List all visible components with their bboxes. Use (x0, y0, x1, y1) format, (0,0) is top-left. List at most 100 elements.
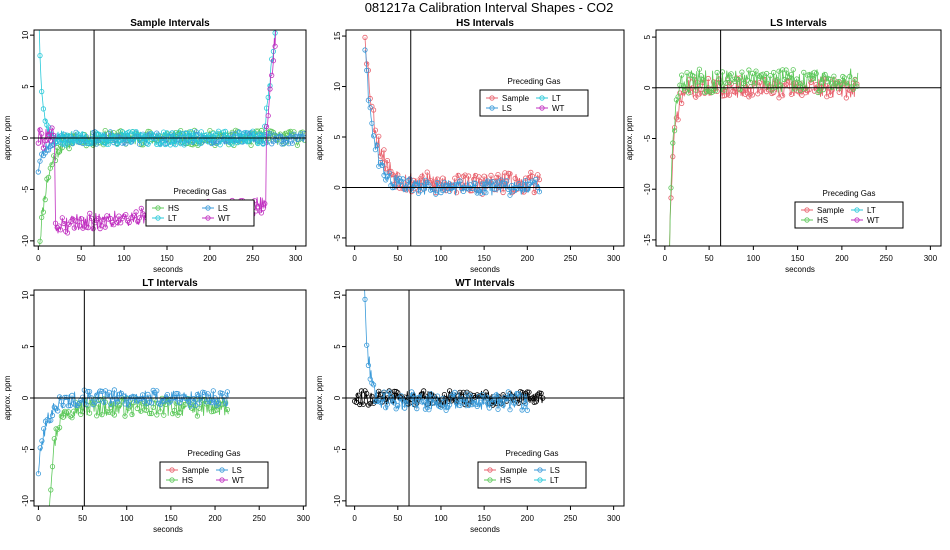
data-point (171, 407, 177, 414)
legend-swatch-marker (537, 477, 543, 483)
data-point (90, 226, 96, 232)
data-point (483, 389, 489, 395)
data-point (238, 139, 244, 145)
data-point (37, 238, 43, 244)
data-point (78, 216, 84, 222)
data-point (48, 417, 54, 423)
legend: Preceding Gas Sample LT HS WT (794, 189, 904, 229)
data-point (419, 173, 425, 179)
data-point (469, 185, 475, 192)
data-point (765, 81, 772, 87)
data-point (45, 124, 52, 130)
plot-area (351, 290, 546, 413)
data-point (779, 93, 786, 99)
data-point (694, 82, 701, 88)
legend-label: Sample (182, 466, 210, 475)
data-point (400, 398, 406, 404)
y-tick-label: 15 (333, 31, 342, 40)
x-tick-label: 200 (208, 514, 222, 523)
data-point (679, 72, 685, 78)
data-point (500, 189, 506, 196)
data-point (381, 172, 387, 178)
data-point (714, 69, 720, 76)
data-point (524, 389, 530, 395)
data-point (126, 219, 132, 226)
data-point (94, 413, 100, 419)
data-point (121, 213, 127, 219)
data-point (265, 94, 271, 101)
data-point (512, 400, 518, 406)
data-point (224, 406, 230, 413)
data-point (128, 138, 134, 144)
data-point (675, 117, 681, 123)
legend-box (794, 201, 904, 229)
data-point (749, 70, 756, 77)
data-point (294, 142, 300, 148)
data-point (210, 388, 216, 394)
data-point (194, 413, 200, 419)
data-point (374, 143, 380, 149)
data-point (670, 154, 676, 160)
data-point (391, 388, 397, 394)
data-point (87, 410, 93, 416)
data-point (732, 89, 738, 95)
data-point (37, 158, 43, 164)
x-tick-label: 300 (607, 514, 621, 523)
data-point (71, 225, 77, 231)
data-point (364, 67, 370, 74)
data-point (535, 392, 541, 398)
y-tick-label: 0 (333, 185, 342, 190)
data-point (173, 400, 179, 406)
data-point (85, 225, 91, 231)
legend-label: Sample (817, 206, 845, 215)
data-point (490, 179, 496, 185)
data-point (245, 139, 251, 145)
legend-entry-hs: HS (801, 216, 828, 225)
legend-title: Preceding Gas (823, 189, 876, 198)
series-sample (668, 75, 860, 246)
data-point (272, 132, 278, 138)
x-tick-label: 50 (77, 254, 86, 263)
legend-swatch-marker (205, 205, 211, 211)
data-point (37, 445, 43, 451)
data-point (71, 408, 77, 414)
legend-swatch-marker (539, 95, 545, 101)
x-tick-label: 250 (253, 514, 267, 523)
data-point (721, 93, 727, 99)
data-point (49, 125, 55, 131)
data-point (407, 176, 413, 182)
data-point (187, 403, 193, 409)
legend-entry-lt: LT (851, 206, 876, 215)
y-tick-label: -5 (333, 234, 342, 242)
data-point (792, 86, 798, 92)
data-point (445, 185, 451, 191)
data-point (479, 181, 485, 187)
data-point (453, 190, 460, 196)
data-point (478, 190, 484, 196)
data-point (693, 94, 699, 100)
data-point (850, 86, 857, 92)
data-point (744, 77, 750, 83)
x-tick-label: 50 (393, 514, 402, 523)
data-point (35, 471, 42, 477)
data-point (799, 92, 805, 98)
data-point (357, 401, 363, 408)
data-point (65, 403, 72, 409)
legend-entry-sample: Sample (486, 94, 530, 103)
legend-box (479, 89, 589, 117)
data-point (61, 220, 67, 227)
data-point (65, 409, 72, 415)
legend-swatch-marker (155, 215, 161, 221)
legend-entry-ls: LS (534, 466, 560, 475)
data-point (670, 140, 676, 146)
data-point (398, 179, 404, 185)
data-point (63, 142, 69, 148)
x-tick-label: 50 (393, 254, 402, 263)
legend-entry-wt: WT (851, 216, 880, 225)
data-point (526, 174, 532, 181)
x-tick-label: 300 (289, 254, 303, 263)
legend-label: Sample (502, 94, 530, 103)
legend-title: Preceding Gas (188, 449, 241, 458)
data-point (174, 136, 180, 142)
